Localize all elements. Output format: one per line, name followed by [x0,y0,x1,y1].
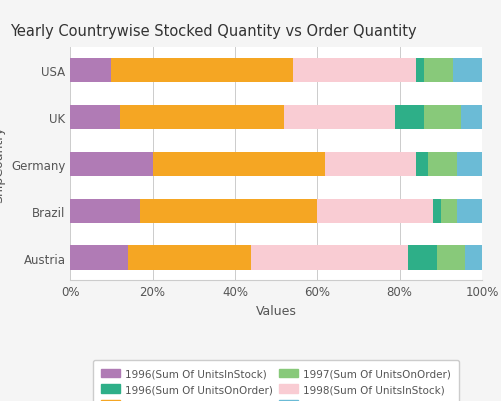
Bar [407,246,436,270]
Bar [119,105,284,130]
Bar [70,246,128,270]
Bar [436,246,464,270]
Bar [292,59,415,83]
Bar [464,246,481,270]
Y-axis label: ShipCountry: ShipCountry [0,126,6,203]
Bar [423,59,452,83]
Bar [140,199,317,223]
Bar [427,152,456,176]
Bar [325,152,415,176]
Bar [452,59,481,83]
Bar [251,246,407,270]
Bar [317,199,432,223]
X-axis label: Values: Values [255,304,296,317]
Bar [70,199,140,223]
Bar [415,59,423,83]
Bar [70,105,119,130]
Bar [70,59,111,83]
Bar [70,152,152,176]
Bar [432,199,440,223]
Bar [456,199,481,223]
Bar [460,105,481,130]
Bar [440,199,456,223]
Bar [456,152,481,176]
Bar [152,152,325,176]
Bar [128,246,251,270]
Bar [284,105,395,130]
Legend: 1996(Sum Of UnitsInStock), 1996(Sum Of UnitsOnOrder), 1997(Sum Of UnitsInStock),: 1996(Sum Of UnitsInStock), 1996(Sum Of U… [93,360,458,401]
Bar [423,105,460,130]
Text: Yearly Countrywise Stocked Quantity vs Order Quantity: Yearly Countrywise Stocked Quantity vs O… [10,24,416,39]
Bar [395,105,423,130]
Bar [415,152,427,176]
Bar [111,59,292,83]
